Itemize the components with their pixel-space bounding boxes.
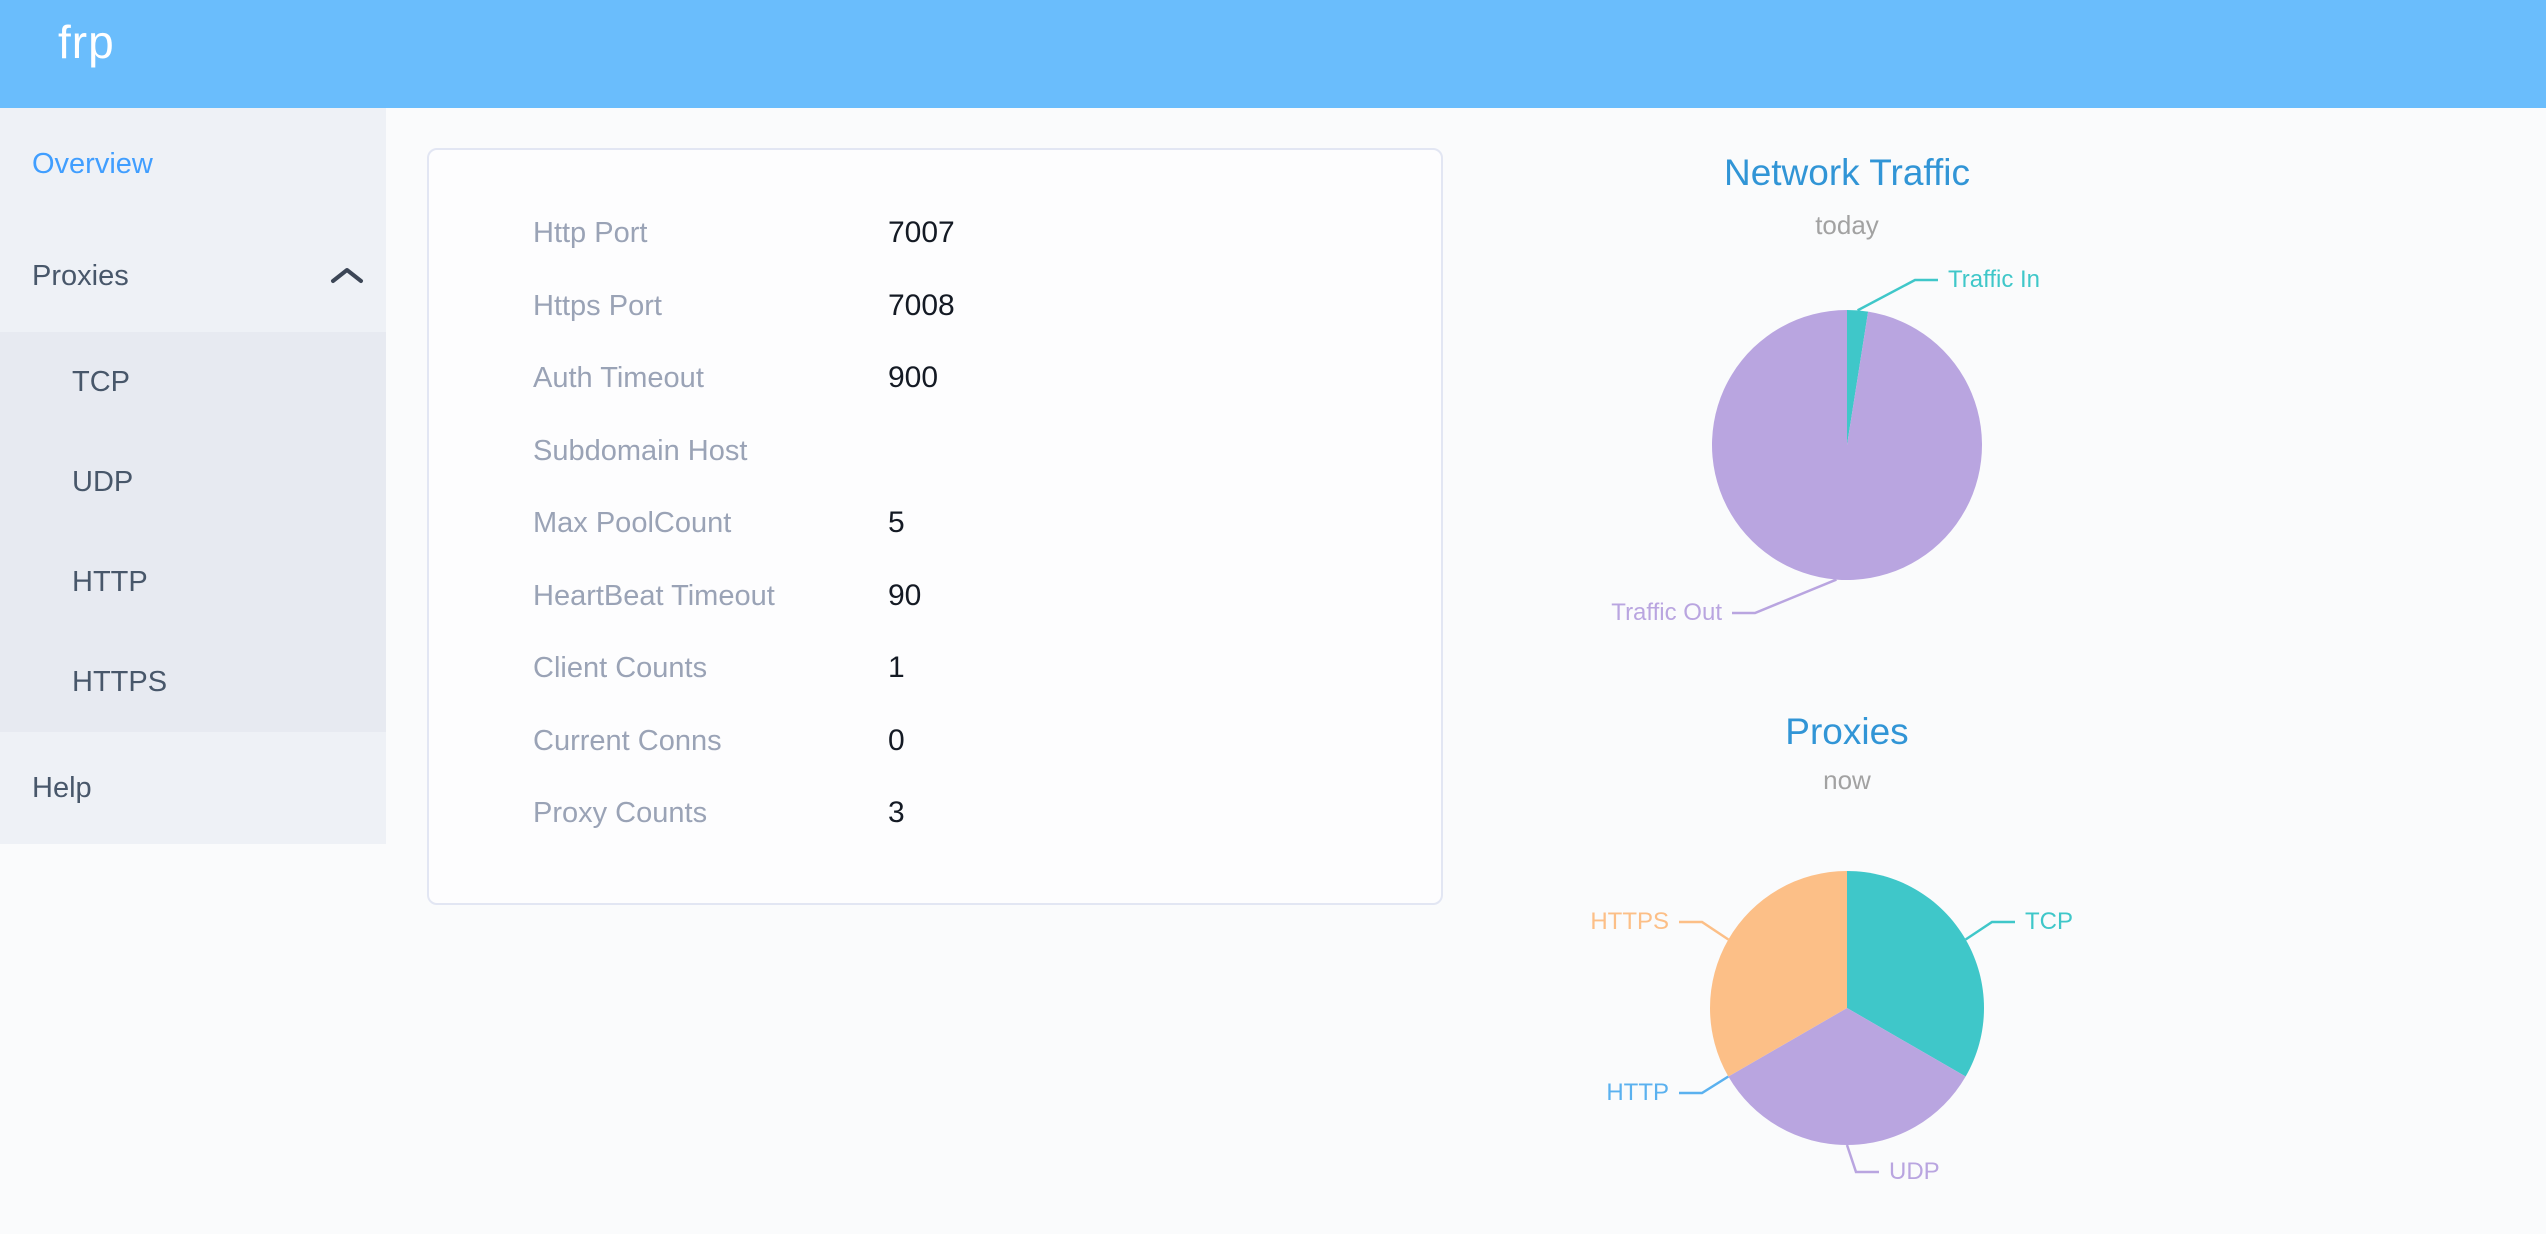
pie-slice-traffic-in[interactable] <box>1847 310 1869 445</box>
info-row: Auth Timeout 900 <box>429 342 1441 415</box>
pie-leader-https <box>1679 920 1730 941</box>
pie-slice-traffic-out[interactable] <box>1712 310 1982 580</box>
sidebar-item-udp[interactable]: UDP <box>72 466 134 498</box>
info-row: HeartBeat Timeout 90 <box>429 560 1441 633</box>
info-row: Proxy Counts 3 <box>429 777 1441 850</box>
sidebar: Overview Proxies TCP UDP HTTP HTTPS Help <box>0 108 386 844</box>
sidebar-item-tcp[interactable]: TCP <box>72 366 130 398</box>
pie-label-https: HTTPS <box>1590 908 1669 935</box>
info-row-label: Auth Timeout <box>533 362 704 394</box>
pie-slice-https[interactable] <box>1710 871 1847 1077</box>
info-row: Http Port 7007 <box>429 197 1441 270</box>
info-row-label: Subdomain Host <box>533 434 748 467</box>
server-info-card: Http Port 7007 Https Port 7008 Auth Timeout 9… <box>427 148 1443 905</box>
pie-slice-tcp[interactable] <box>1847 871 1984 1077</box>
chart-proxies: Proxies now TCP UDP HTTP HTTPS <box>1447 690 2247 1234</box>
info-row-label: HeartBeat Timeout <box>533 579 775 612</box>
chart-subtitle: now <box>1823 765 1871 795</box>
sidebar-item-overview[interactable]: Overview <box>0 108 386 220</box>
sidebar-item-https[interactable]: HTTPS <box>72 666 168 698</box>
pie-label-traffic-in: Traffic In <box>1948 266 2041 293</box>
sidebar-item-label: Overview <box>32 148 153 180</box>
chart-title: Proxies <box>1785 711 1909 752</box>
sidebar-item-http[interactable]: HTTP <box>72 566 148 598</box>
pie-label-tcp: TCP <box>2025 908 2073 935</box>
chevron-up-icon <box>331 268 363 283</box>
info-row-label: Current Conns <box>533 724 722 757</box>
info-row-label: Http Port <box>533 217 648 249</box>
info-row-value: 0 <box>888 723 905 757</box>
frp-logo: frp <box>58 16 115 68</box>
chart-subtitle: today <box>1815 210 1879 240</box>
pie-label-udp: UDP <box>1889 1158 1940 1185</box>
pie-leader-http <box>1679 1075 1730 1095</box>
info-row-label: Https Port <box>533 289 662 322</box>
proxies-pie <box>1679 871 2015 1174</box>
sidebar-item-proxies[interactable]: Proxies <box>0 220 386 332</box>
info-row: Https Port 7008 <box>429 270 1441 343</box>
info-row-value: 5 <box>888 506 905 539</box>
proxies-submenu: TCP UDP HTTP HTTPS <box>0 332 386 732</box>
header-bar: frp <box>0 0 2546 108</box>
network-traffic-pie <box>1712 278 1982 615</box>
pie-leader-traffic-out <box>1732 578 1837 615</box>
info-row-value: 7008 <box>888 288 955 322</box>
pie-leader-tcp <box>1964 920 2015 941</box>
chart-network-traffic: Network Traffic today Traffic In Traffic … <box>1447 140 2247 660</box>
pie-label-traffic-out: Traffic Out <box>1611 599 1722 626</box>
pie-label-http: HTTP <box>1606 1079 1669 1106</box>
info-row-label: Proxy Counts <box>533 797 708 829</box>
info-row-value: 90 <box>888 578 922 612</box>
sidebar-item-label: Help <box>32 772 92 804</box>
info-row-value: 900 <box>888 361 939 394</box>
pie-leader-traffic-in <box>1857 278 1938 312</box>
pie-leader-udp <box>1845 1144 1879 1174</box>
info-row: Client Counts 1 <box>429 632 1441 705</box>
chart-title: Network Traffic <box>1723 152 1971 193</box>
info-row-value: 7007 <box>888 216 955 249</box>
sidebar-item-label: Proxies <box>32 260 129 292</box>
pie-slice-udp[interactable] <box>1728 1008 1966 1145</box>
info-row: Max PoolCount 5 <box>429 487 1441 560</box>
info-row-value: 1 <box>888 651 905 684</box>
info-row-label: Client Counts <box>533 652 708 684</box>
sidebar-item-help[interactable]: Help <box>0 732 386 844</box>
info-row: Current Conns 0 <box>429 705 1441 778</box>
info-row: Subdomain Host <box>429 415 1441 488</box>
info-row-value: 3 <box>888 796 905 829</box>
info-row-label: Max PoolCount <box>533 507 732 539</box>
